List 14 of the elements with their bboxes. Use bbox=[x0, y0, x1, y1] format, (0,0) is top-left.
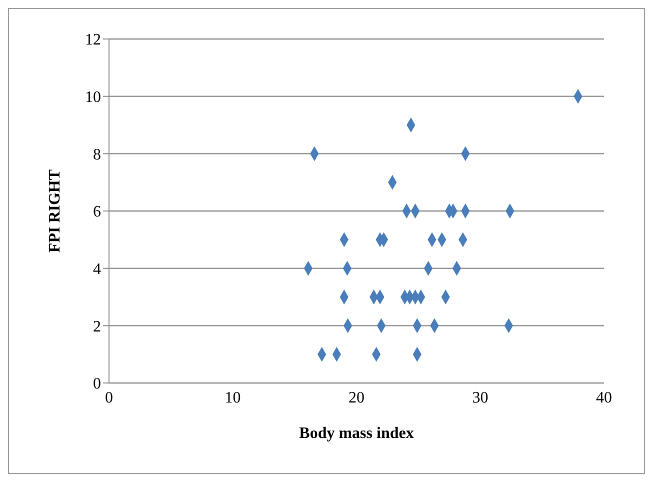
x-tick-label: 30 bbox=[472, 389, 488, 406]
y-tick-label: 10 bbox=[85, 89, 101, 106]
x-tick-label: 40 bbox=[596, 389, 612, 406]
x-tick-label: 0 bbox=[105, 389, 113, 406]
x-tick-label: 10 bbox=[224, 389, 241, 406]
y-tick-label: 0 bbox=[93, 376, 101, 393]
x-tick-label: 20 bbox=[348, 389, 364, 406]
y-tick-label: 2 bbox=[93, 318, 101, 336]
y-axis-title: FPI RIGHT bbox=[46, 169, 64, 253]
y-tick-label: 12 bbox=[85, 32, 101, 49]
y-tick-label: 8 bbox=[93, 146, 101, 164]
y-tick-label: 6 bbox=[93, 204, 101, 221]
x-axis-title: Body mass index bbox=[299, 425, 414, 442]
y-tick-label: 4 bbox=[93, 261, 101, 278]
